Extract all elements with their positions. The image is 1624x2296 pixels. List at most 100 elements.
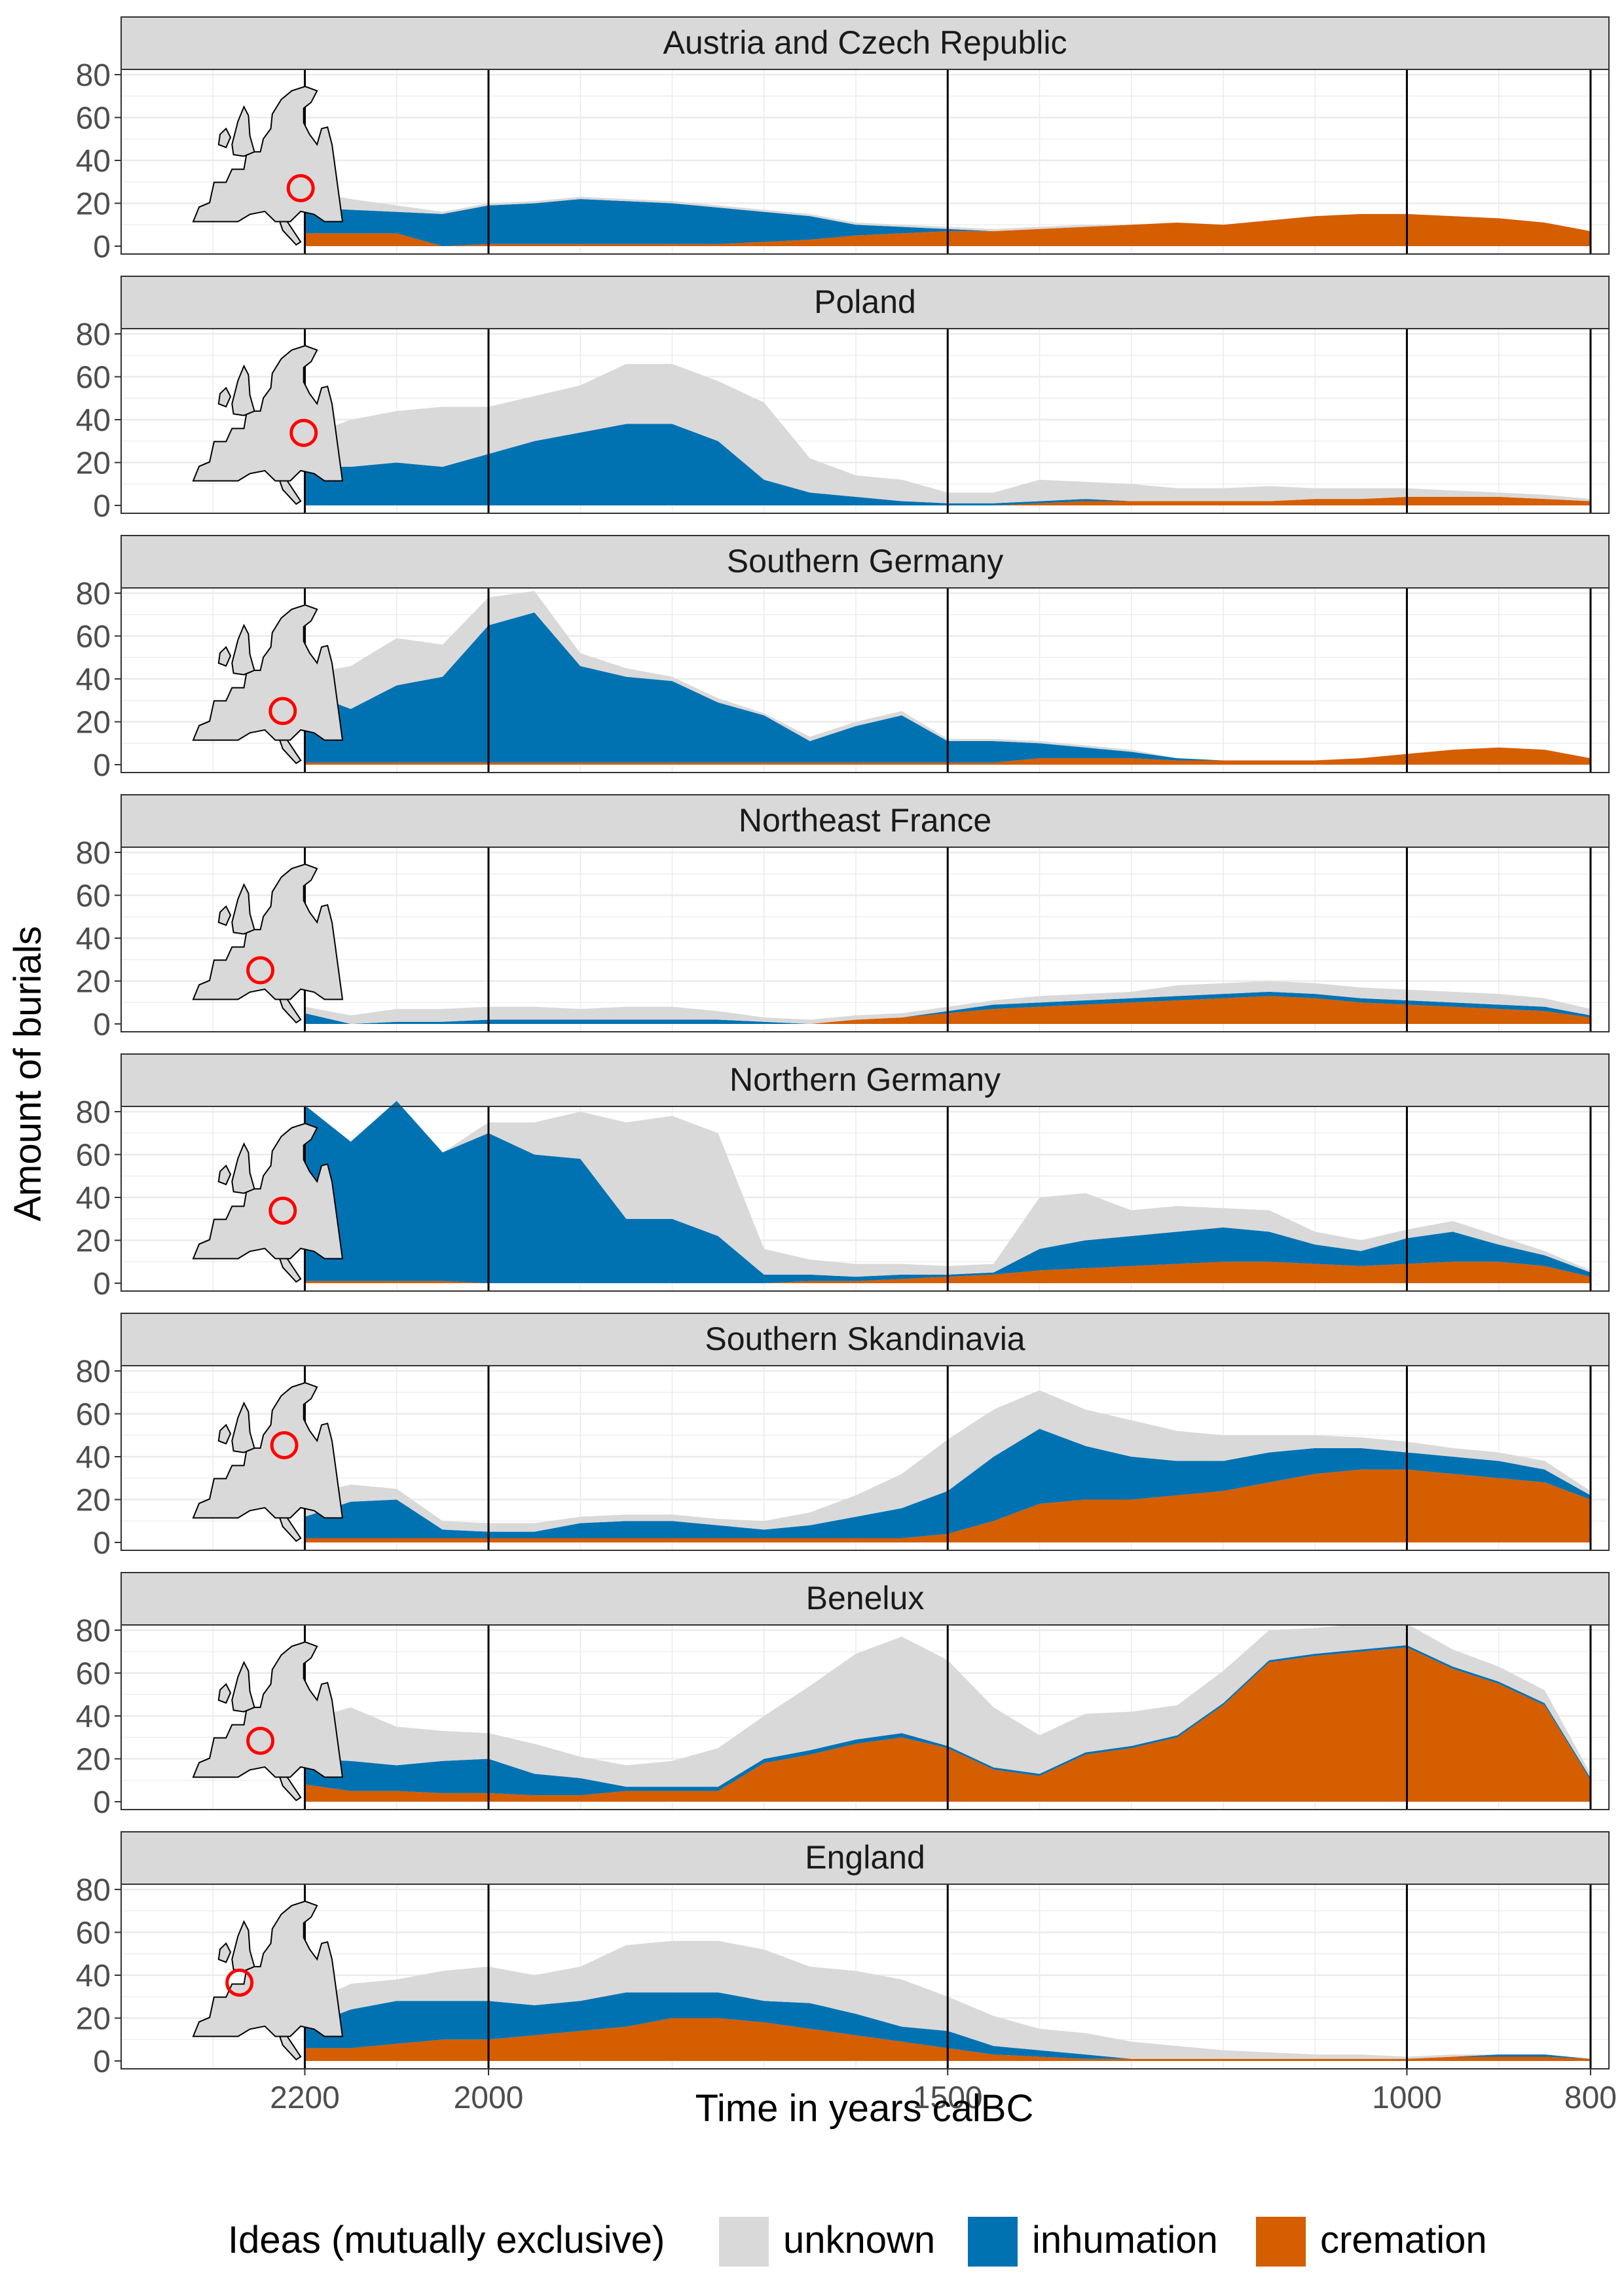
x-tick-label: 1500 bbox=[913, 2081, 983, 2115]
y-tick-label: 0 bbox=[93, 1267, 111, 1302]
y-tick-label: 0 bbox=[93, 1008, 111, 1042]
panel-southern-skandinavia: Southern Skandinavia 0 20 40 60 80 bbox=[76, 1313, 1610, 1561]
legend-label-inhumation: inhumation bbox=[1032, 2219, 1218, 2261]
facet-strip bbox=[120, 1053, 1610, 1107]
europe-map-inset bbox=[192, 1381, 344, 1542]
panel-northern-germany: Northern Germany 0 20 40 60 80 bbox=[76, 1053, 1610, 1302]
map-britain bbox=[231, 1142, 255, 1194]
y-tick-label: 40 bbox=[76, 1181, 111, 1216]
y-tick-label: 20 bbox=[76, 1743, 111, 1777]
map-italy bbox=[278, 1517, 302, 1542]
area-inhumation bbox=[304, 1429, 1591, 1539]
y-tick-label: 0 bbox=[93, 489, 111, 524]
region-marker bbox=[268, 1196, 297, 1225]
facet-strip-label: Austria and Czech Republic bbox=[663, 24, 1067, 61]
y-tick-label: 40 bbox=[76, 403, 111, 438]
legend: Ideas (mutually exclusive) unknown inhum… bbox=[228, 2217, 1487, 2267]
y-tick-label: 20 bbox=[76, 1224, 111, 1259]
map-italy bbox=[278, 998, 302, 1024]
y-tick-label: 80 bbox=[76, 58, 111, 93]
legend-swatch-unknown bbox=[719, 2217, 769, 2267]
panel-border bbox=[120, 847, 1610, 1032]
area-inhumation bbox=[304, 1992, 1591, 2059]
y-tick-label: 40 bbox=[76, 144, 111, 179]
europe-map-inset bbox=[192, 344, 344, 505]
panel-southern-germany: Southern Germany 0 20 40 60 80 bbox=[76, 535, 1610, 783]
europe-map-inset bbox=[192, 85, 344, 246]
facet-strip bbox=[120, 276, 1610, 329]
y-tick-label: 80 bbox=[76, 318, 111, 352]
facet-strip bbox=[120, 1572, 1610, 1626]
area-unknown bbox=[304, 1101, 1591, 1277]
x-axis: 2200 2000 1500 1000 800 bbox=[270, 2069, 1617, 2115]
y-tick-label: 80 bbox=[76, 1095, 111, 1130]
facet-strip-label: Southern Germany bbox=[727, 543, 1003, 579]
y-tick-label: 20 bbox=[76, 2002, 111, 2037]
map-britain bbox=[231, 883, 255, 935]
map-britain bbox=[231, 105, 255, 157]
y-tick-label: 60 bbox=[76, 1398, 111, 1432]
map-ireland bbox=[217, 127, 232, 149]
y-tick-label: 0 bbox=[93, 230, 111, 264]
area-unknown bbox=[304, 981, 1591, 1024]
x-tick-label: 800 bbox=[1564, 2081, 1617, 2115]
y-tick-label: 60 bbox=[76, 361, 111, 395]
panel-poland: Poland 0 20 40 60 80 bbox=[76, 276, 1610, 524]
y-tick-label: 40 bbox=[76, 1700, 111, 1734]
y-tick-label: 20 bbox=[76, 187, 111, 222]
facet-strip-label: Northeast France bbox=[739, 802, 991, 839]
region-marker bbox=[225, 1968, 254, 1997]
region-marker bbox=[268, 697, 297, 725]
legend-title: Ideas (mutually exclusive) bbox=[228, 2219, 665, 2261]
y-tick-label: 60 bbox=[76, 1916, 111, 1951]
map-italy bbox=[278, 739, 302, 765]
area-cremation bbox=[304, 496, 1591, 505]
y-tick-label: 0 bbox=[93, 1785, 111, 1820]
facet-strip bbox=[120, 1313, 1610, 1366]
y-tick-label: 40 bbox=[76, 1440, 111, 1475]
y-tick-label: 60 bbox=[76, 1657, 111, 1692]
facet-strip-label: England bbox=[805, 1839, 925, 1876]
map-italy bbox=[278, 1258, 302, 1283]
y-tick-label: 20 bbox=[76, 446, 111, 481]
area-inhumation bbox=[304, 1101, 1591, 1283]
panel-border bbox=[120, 1884, 1610, 2069]
y-tick-label: 40 bbox=[76, 922, 111, 957]
stacked-areas bbox=[304, 363, 1591, 505]
area-cremation bbox=[304, 1469, 1591, 1542]
y-tick-label: 0 bbox=[93, 2045, 111, 2079]
panel-border bbox=[120, 69, 1610, 255]
y-tick-label: 80 bbox=[76, 1355, 111, 1389]
y-tick-label: 20 bbox=[76, 1484, 111, 1518]
area-inhumation bbox=[304, 424, 1591, 505]
map-britain bbox=[231, 364, 255, 416]
region-marker bbox=[286, 173, 315, 202]
y-tick-label: 20 bbox=[76, 706, 111, 740]
map-italy bbox=[278, 221, 302, 246]
area-unknown bbox=[304, 190, 1591, 232]
y-tick-label: 60 bbox=[76, 101, 111, 136]
panel-border bbox=[120, 1106, 1610, 1292]
europe-map-inset bbox=[192, 1900, 344, 2061]
facet-strip bbox=[120, 535, 1610, 589]
area-inhumation bbox=[304, 612, 1591, 763]
map-britain bbox=[231, 623, 255, 676]
x-tick-label: 2000 bbox=[454, 2081, 524, 2115]
stacked-areas bbox=[304, 1101, 1591, 1283]
facet-strip-label: Poland bbox=[814, 283, 916, 320]
y-tick-label: 60 bbox=[76, 620, 111, 655]
y-tick-label: 0 bbox=[93, 748, 111, 783]
y-tick-label: 60 bbox=[76, 879, 111, 914]
facet-strip-label: Benelux bbox=[806, 1580, 925, 1616]
map-italy bbox=[278, 480, 302, 505]
facet-strip bbox=[120, 794, 1610, 848]
map-italy bbox=[278, 2035, 302, 2061]
panel-austria-and-czech-republic: Austria and Czech Republic 0 20 40 60 80 bbox=[76, 16, 1610, 264]
panel-border bbox=[120, 1365, 1610, 1551]
panel-northeast-france: Northeast France 0 20 40 60 80 bbox=[76, 794, 1610, 1042]
legend-label-cremation: cremation bbox=[1320, 2219, 1487, 2261]
y-axis-title: Amount of burials bbox=[7, 926, 49, 1221]
map-britain bbox=[231, 1401, 255, 1453]
legend-swatch-inhumation bbox=[968, 2217, 1018, 2267]
